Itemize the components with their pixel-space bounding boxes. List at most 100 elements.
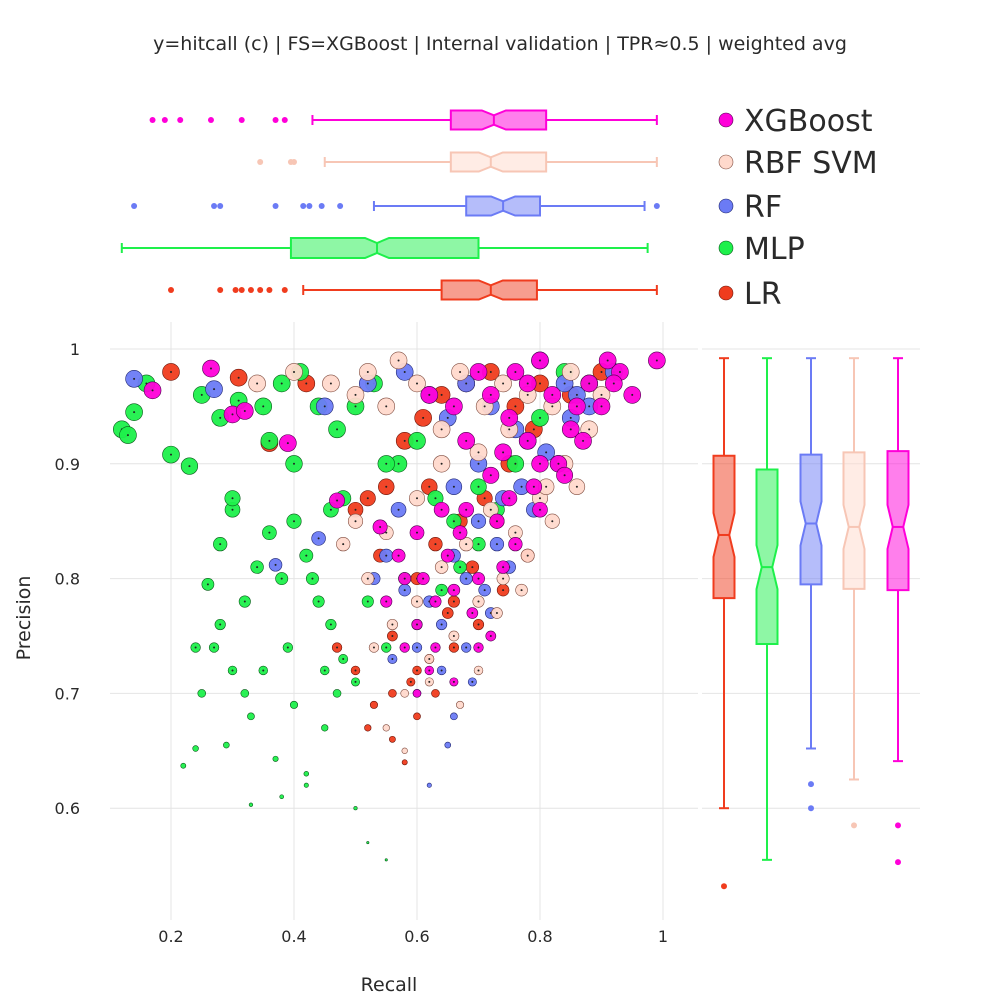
recall-boxplots [120, 109, 660, 301]
data-point-center [452, 635, 455, 637]
data-point-center [243, 600, 246, 603]
outlier [281, 287, 288, 293]
data-point-center [471, 566, 474, 569]
data-point-center [385, 646, 388, 649]
legend-item-xgboost: XGBoost [718, 104, 873, 139]
outlier [895, 859, 901, 866]
data-point-center [489, 474, 492, 477]
data-point-center [256, 382, 259, 385]
data-point-center [452, 680, 455, 683]
data-point-center [520, 589, 523, 592]
data-point-center [354, 669, 357, 672]
data-point-center [440, 623, 443, 626]
data-point-center [219, 543, 222, 546]
box [449, 109, 548, 131]
outlier [808, 781, 814, 788]
data-point-center [483, 589, 486, 592]
data-point-center [502, 589, 505, 592]
data-point [364, 724, 372, 732]
data-point-center [612, 382, 615, 385]
outlier [895, 822, 901, 829]
legend-item-lr: LR [718, 277, 782, 312]
data-point-center [416, 623, 418, 626]
data-point-center [452, 600, 455, 603]
precision-box-lr [712, 357, 736, 890]
data-point-center [354, 393, 357, 396]
data-point-center [489, 508, 492, 511]
data-point-center [477, 623, 480, 626]
legend-item-rf: RF [718, 190, 782, 225]
data-point-center [526, 393, 529, 396]
data-point-center [569, 416, 572, 419]
data-point-center [323, 669, 326, 672]
data-point-center [397, 462, 400, 465]
data-point-center [446, 416, 449, 419]
data-point-center [409, 680, 412, 683]
data-point-center [151, 389, 154, 392]
outlier [232, 287, 239, 293]
data-point-center [551, 393, 554, 396]
box [449, 151, 548, 173]
data-point-center [237, 399, 240, 402]
outlier [207, 117, 214, 123]
data-point-center [502, 451, 505, 454]
data-point [389, 735, 396, 743]
data-point-center [459, 566, 462, 569]
data-point-center [495, 543, 498, 546]
data-point [456, 700, 465, 709]
outlier [300, 203, 307, 209]
data-point-center [526, 439, 529, 442]
data-point-center [434, 543, 437, 546]
y-axis-label: Precision [13, 576, 35, 661]
outlier [238, 117, 245, 123]
data-point-center [489, 635, 492, 637]
outlier [337, 203, 344, 209]
data-point-center [588, 382, 591, 385]
data-point-center [126, 434, 129, 437]
recall-box-lr [168, 279, 658, 301]
data-point-center [403, 370, 406, 373]
outlier [149, 117, 156, 123]
points-xgboost [143, 351, 666, 698]
data-point-center [502, 577, 505, 580]
data-point-center [434, 646, 437, 649]
data-point-center [452, 405, 455, 408]
data-point-center [329, 623, 332, 626]
data-point-center [539, 508, 541, 511]
outlier [291, 159, 297, 165]
data-point-center [305, 554, 308, 557]
data-point-center [483, 497, 486, 500]
data-point [240, 689, 250, 698]
data-point [366, 841, 370, 845]
data-point-center [354, 405, 357, 408]
recall-box-rf [131, 195, 660, 217]
data-point-center [416, 531, 418, 534]
data-point-center [440, 566, 443, 569]
data-point [353, 806, 358, 811]
data-point-center [428, 657, 431, 660]
data-point-center [311, 577, 314, 580]
data-point-center [495, 612, 498, 615]
data-point-center [452, 520, 455, 523]
data-point-center [286, 442, 289, 445]
data-point-center [434, 600, 437, 603]
data-point-center [397, 359, 400, 362]
outlier [257, 287, 264, 293]
box [440, 279, 538, 301]
data-point-center [477, 577, 480, 580]
data-point-center [231, 497, 234, 500]
data-point [289, 700, 299, 709]
data-point-center [428, 680, 431, 683]
data-point [272, 755, 279, 762]
y-tick-label: 0.8 [55, 570, 80, 589]
data-point [413, 712, 421, 721]
outlier [177, 117, 184, 123]
data-point-center [293, 462, 295, 465]
outlier [247, 287, 254, 293]
axis-ticks: 0.2 0.4 0.6 0.8 1 0.6 0.7 0.8 0.9 1 [55, 340, 669, 946]
outlier [217, 287, 224, 293]
data-point-center [385, 600, 388, 603]
legend-label: LR [744, 277, 782, 312]
data-point-center [465, 543, 468, 546]
data-point-center [342, 657, 345, 660]
